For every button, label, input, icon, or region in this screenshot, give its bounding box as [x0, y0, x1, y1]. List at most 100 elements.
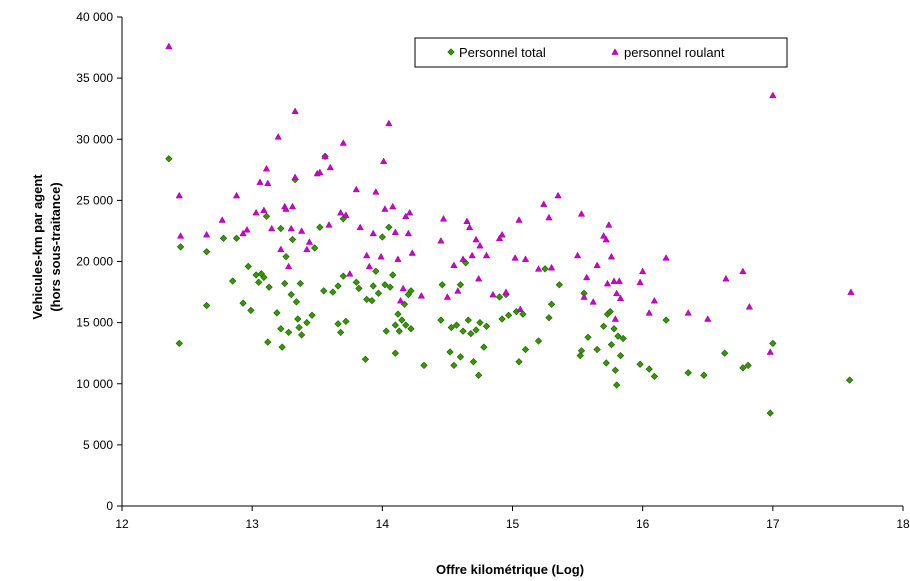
data-point-personnel-roulant: [346, 270, 354, 277]
data-point-personnel-roulant: [599, 232, 608, 239]
data-point-personnel-total: [407, 325, 415, 333]
data-point-personnel-total: [229, 277, 237, 285]
data-point-personnel-total: [262, 212, 271, 220]
data-point-personnel-total: [700, 371, 708, 379]
data-point-personnel-roulant: [722, 274, 730, 282]
y-axis-title: Vehicules-km par agent (hors sous-traita…: [30, 174, 63, 320]
data-point-personnel-roulant: [262, 164, 271, 172]
y-tick-label: 15 000: [76, 316, 113, 330]
data-point-personnel-roulant: [321, 152, 329, 160]
data-point-personnel-roulant: [573, 251, 582, 259]
data-point-personnel-roulant: [305, 238, 314, 245]
data-point-personnel-total: [636, 360, 644, 368]
data-point-personnel-roulant: [611, 315, 619, 322]
data-point-personnel-total: [239, 299, 247, 307]
data-point-personnel-total: [320, 287, 328, 295]
data-point-personnel-total: [287, 290, 295, 299]
data-point-personnel-roulant: [288, 202, 297, 210]
data-point-personnel-total: [372, 267, 380, 275]
data-point-personnel-roulant: [282, 205, 290, 212]
data-point-personnel-total: [165, 155, 173, 163]
data-point-personnel-roulant: [502, 288, 510, 295]
data-point-personnel-roulant: [515, 216, 523, 223]
data-point-personnel-roulant: [495, 234, 504, 242]
legend-label-personnel-roulant: personnel roulant: [624, 45, 725, 60]
data-point-personnel-total: [298, 331, 306, 339]
y-axis-title-line2: (hors sous-traitance): [48, 182, 63, 311]
data-point-personnel-roulant: [611, 48, 619, 55]
data-point-personnel-total: [607, 341, 616, 349]
data-point-personnel-total: [361, 355, 370, 363]
data-point-personnel-total: [555, 281, 563, 289]
data-point-personnel-total: [273, 309, 281, 317]
data-point-personnel-roulant: [639, 267, 647, 275]
data-point-personnel-roulant: [459, 255, 467, 262]
data-point-personnel-roulant: [260, 206, 268, 213]
data-point-personnel-total: [311, 244, 319, 252]
series-personnel-roulant: [165, 42, 855, 355]
data-point-personnel-roulant: [463, 217, 471, 224]
data-point-personnel-roulant: [443, 293, 452, 300]
data-point-personnel-total: [369, 282, 377, 290]
data-point-personnel-total: [498, 315, 506, 323]
data-point-personnel-total: [459, 327, 467, 335]
data-point-personnel-total: [175, 339, 183, 348]
data-point-personnel-roulant: [454, 287, 462, 294]
y-tick-label: 0: [106, 499, 113, 513]
data-point-personnel-roulant: [602, 235, 610, 243]
data-point-personnel-total: [504, 311, 513, 319]
data-point-personnel-total: [308, 311, 316, 319]
data-point-personnel-roulant: [482, 251, 491, 259]
data-point-personnel-roulant: [404, 229, 412, 237]
data-point-personnel-total: [277, 325, 285, 333]
data-point-personnel-total: [450, 361, 458, 370]
y-tick-label: 10 000: [76, 377, 113, 391]
data-point-personnel-total: [613, 381, 621, 389]
data-point-personnel-total: [521, 345, 530, 354]
data-point-personnel-total: [766, 409, 774, 417]
data-point-personnel-total: [296, 279, 304, 288]
data-point-personnel-total: [288, 235, 297, 244]
data-point-personnel-roulant: [218, 216, 226, 223]
data-point-personnel-roulant: [540, 200, 548, 207]
data-point-personnel-roulant: [613, 289, 621, 297]
data-point-personnel-roulant: [380, 157, 388, 165]
data-point-personnel-total: [456, 281, 465, 289]
data-point-personnel-total: [337, 328, 345, 337]
data-point-personnel-roulant: [399, 284, 407, 292]
y-tick-label: 20 000: [76, 255, 113, 269]
data-point-personnel-roulant: [593, 261, 601, 268]
data-point-personnel-total: [352, 278, 360, 286]
data-point-personnel-roulant: [437, 237, 445, 244]
data-point-personnel-roulant: [202, 230, 211, 238]
data-point-personnel-roulant: [391, 228, 399, 235]
data-point-personnel-roulant: [342, 211, 350, 218]
data-point-personnel-total: [447, 323, 455, 332]
data-point-personnel-total: [385, 223, 393, 231]
y-tick-label: 35 000: [76, 71, 113, 85]
data-point-personnel-roulant: [389, 202, 397, 210]
data-point-personnel-roulant: [616, 294, 625, 301]
data-point-personnel-total: [363, 295, 371, 304]
data-point-personnel-total: [247, 306, 255, 315]
x-tick-label: 17: [766, 517, 780, 531]
data-point-personnel-total: [420, 361, 428, 370]
data-point-personnel-total: [294, 315, 302, 323]
data-point-personnel-total: [452, 321, 461, 329]
data-point-personnel-roulant: [256, 178, 264, 185]
data-point-personnel-total: [602, 359, 610, 367]
data-point-personnel-total: [456, 353, 465, 361]
data-point-personnel-total: [395, 327, 403, 335]
data-point-personnel-total: [381, 281, 389, 289]
data-point-personnel-roulant: [498, 230, 506, 238]
data-point-personnel-roulant: [337, 208, 345, 216]
data-point-personnel-roulant: [521, 255, 530, 262]
data-point-personnel-total: [398, 316, 406, 324]
data-point-personnel-total: [476, 319, 484, 327]
data-point-personnel-roulant: [356, 223, 364, 231]
data-point-personnel-total: [606, 307, 614, 316]
data-point-personnel-total: [519, 310, 527, 318]
y-axis-title-line1: Vehicules-km par agent: [30, 174, 45, 320]
data-point-personnel-total: [547, 300, 556, 308]
